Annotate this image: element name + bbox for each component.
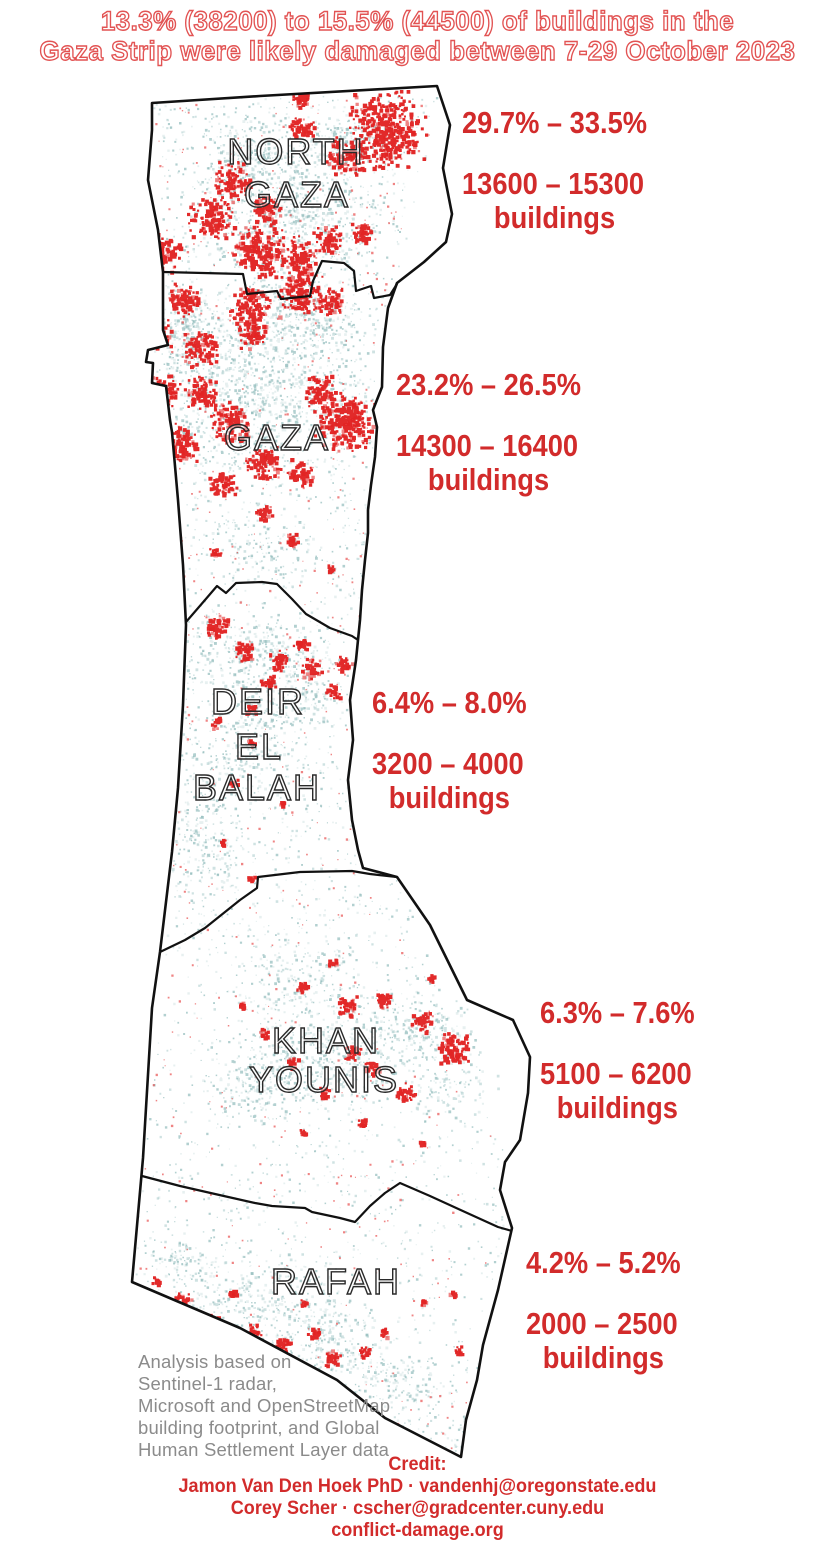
gaza-strip-outline	[130, 84, 532, 1459]
note-line-4: building footprint, and Global	[138, 1417, 380, 1438]
stats-gaza: 23.2% – 26.5% 14300 – 16400 buildings	[396, 368, 581, 497]
note-line-5: Human Settlement Layer data	[138, 1439, 390, 1460]
credit-block: Credit: Jamon Van Den Hoek PhD · vandenh…	[21, 1454, 814, 1542]
label-deir-line1: DEIR	[211, 681, 305, 722]
khan-younis-buildings-label: buildings	[556, 1090, 678, 1125]
deir-buildings-label: buildings	[388, 780, 510, 815]
boundary-northgaza-gaza	[162, 259, 398, 301]
rafah-buildings-label: buildings	[542, 1340, 664, 1375]
credit-author-1: Jamon Van Den Hoek PhD · vandenhj@oregon…	[178, 1476, 657, 1497]
north-gaza-percent-range: 29.7% – 33.5%	[462, 105, 648, 140]
label-khan-younis-line2: YOUNIS	[249, 1059, 399, 1100]
map-texture-layer	[135, 89, 512, 1452]
khan-younis-percent-range: 6.3% – 7.6%	[540, 995, 695, 1030]
label-deir-line2: EL	[235, 726, 283, 767]
boundary-khanyounis-rafah	[141, 1174, 513, 1233]
boundary-gaza-deirelbalah	[185, 580, 359, 641]
label-rafah: RAFAH	[271, 1261, 401, 1302]
title-line-2: Gaza Strip were likely damaged between 7…	[39, 35, 796, 66]
stats-deir-el-balah: 6.4% – 8.0% 3200 – 4000 buildings	[372, 686, 527, 815]
label-north-gaza-line2: GAZA	[244, 174, 350, 215]
boundary-deirelbalah-khanyounis	[159, 869, 398, 953]
deir-percent-range: 6.4% – 8.0%	[372, 685, 527, 720]
credit-heading: Credit:	[388, 1454, 447, 1475]
stats-north-gaza: 29.7% – 33.5% 13600 – 15300 buildings	[462, 106, 647, 235]
rafah-buildings-range: 2000 – 2500	[526, 1306, 678, 1341]
north-gaza-buildings-label: buildings	[493, 200, 616, 235]
label-north-gaza-line1: NORTH	[227, 131, 364, 172]
label-khan-younis-line1: KHAN	[272, 1020, 380, 1061]
region-labels: NORTH GAZA GAZA DEIR EL BALAH KHAN YOUNI…	[192, 130, 401, 1302]
khan-younis-buildings-range: 5100 – 6200	[540, 1056, 692, 1091]
note-line-3: Microsoft and OpenStreetMap	[138, 1395, 391, 1416]
stats-rafah: 4.2% – 5.2% 2000 – 2500 buildings	[526, 1246, 681, 1375]
gaza-buildings-label: buildings	[427, 462, 550, 497]
note-line-2: Sentinel-1 radar,	[138, 1373, 278, 1394]
note-line-1: Analysis based on	[138, 1351, 292, 1372]
credit-website: conflict-damage.org	[331, 1520, 504, 1541]
infographic-title: 13.3% (38200) to 15.5% (44500) of buildi…	[17, 5, 819, 66]
label-deir-line3: BALAH	[193, 767, 321, 808]
gaza-percent-range: 23.2% – 26.5%	[396, 367, 582, 402]
analysis-note: Analysis based on Sentinel-1 radar, Micr…	[138, 1351, 390, 1461]
label-gaza: GAZA	[224, 417, 330, 458]
stats-khan-younis: 6.3% – 7.6% 5100 – 6200 buildings	[540, 996, 695, 1125]
rafah-percent-range: 4.2% – 5.2%	[526, 1245, 681, 1280]
credit-author-2: Corey Scher · cscher@gradcenter.cuny.edu	[230, 1498, 605, 1519]
title-line-1: 13.3% (38200) to 15.5% (44500) of buildi…	[100, 5, 735, 36]
north-gaza-buildings-range: 13600 – 15300	[462, 166, 645, 201]
deir-buildings-range: 3200 – 4000	[372, 746, 524, 781]
gaza-buildings-range: 14300 – 16400	[396, 428, 579, 463]
building-footprint-speckle-light	[137, 95, 512, 1449]
